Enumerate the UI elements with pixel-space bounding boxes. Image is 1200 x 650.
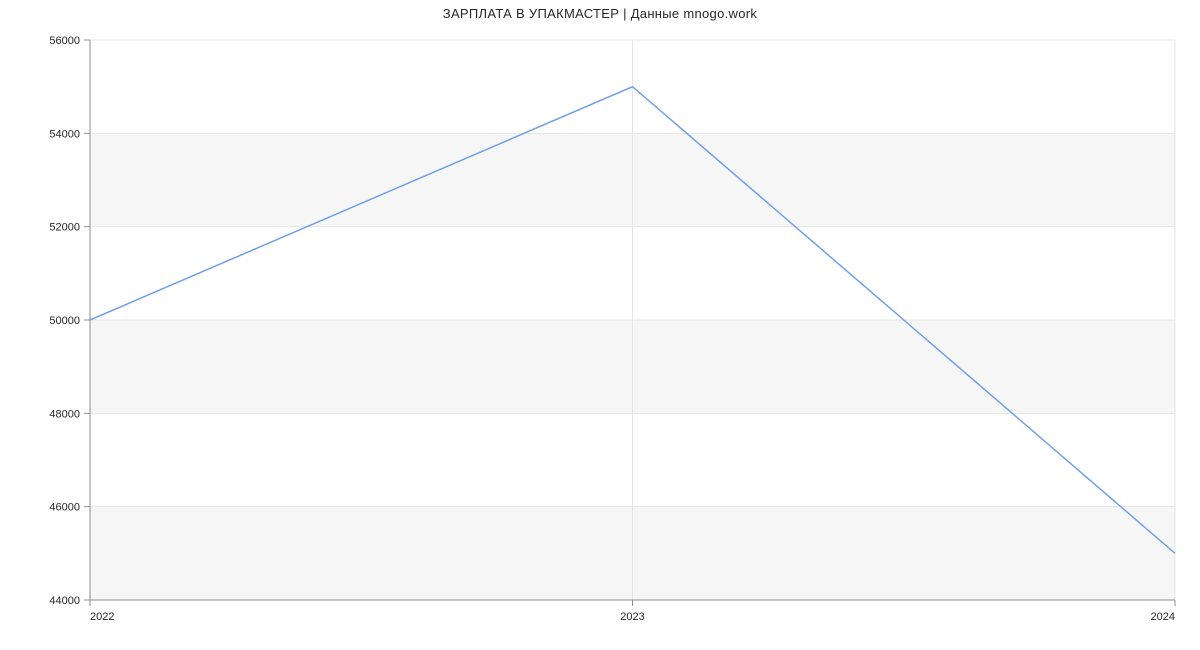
chart-title: ЗАРПЛАТА В УПАКМАСТЕР | Данные mnogo.wor… (0, 6, 1200, 21)
chart-svg: 44000 46000 48000 50000 52000 54000 56000 2022 2… (0, 0, 1200, 650)
x-tick-label: 2023 (620, 611, 644, 623)
y-tick-label: 46000 (49, 502, 80, 514)
y-tick-label: 50000 (49, 315, 80, 327)
y-tick-label: 52000 (49, 222, 80, 234)
y-tick-label: 48000 (49, 408, 80, 420)
y-tick-label: 56000 (49, 35, 80, 47)
y-tick-label: 54000 (49, 128, 80, 140)
salary-chart: ЗАРПЛАТА В УПАКМАСТЕР | Данные mnogo.wor… (0, 0, 1200, 650)
x-tick-label: 2024 (1151, 611, 1175, 623)
y-tick-label: 44000 (49, 595, 80, 607)
x-tick-label: 2022 (90, 611, 114, 623)
